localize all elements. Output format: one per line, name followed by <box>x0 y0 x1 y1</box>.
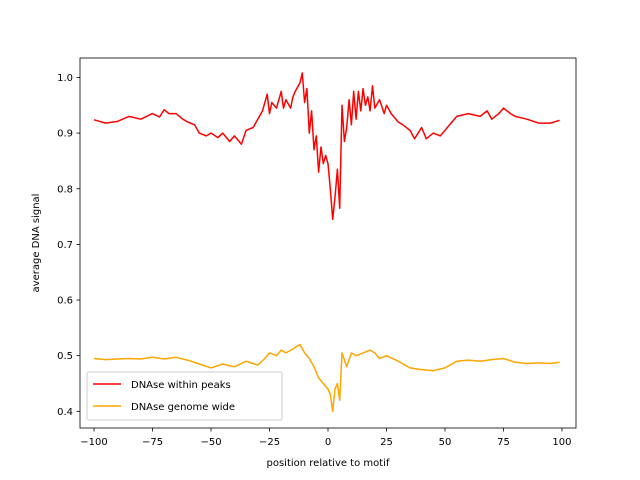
series-line-0 <box>93 72 560 221</box>
x-tick-label: 75 <box>497 437 510 448</box>
x-tick-label: −25 <box>259 437 280 448</box>
y-tick-label: 0.8 <box>57 184 73 195</box>
x-tick-label: 100 <box>552 437 571 448</box>
y-tick-label: 1.0 <box>57 73 73 84</box>
x-tick-label: −100 <box>80 437 107 448</box>
legend-label-genome-wide: DNAse genome wide <box>131 402 235 413</box>
x-axis-label: position relative to motif <box>267 458 390 469</box>
series-layer <box>93 72 560 413</box>
x-tick-label: 50 <box>439 437 452 448</box>
y-axis-ticks: 0.4 0.5 0.6 0.7 0.8 0.9 1.0 <box>57 73 80 418</box>
legend: DNAse within peaks DNAse genome wide <box>86 371 283 421</box>
y-tick-label: 0.9 <box>57 129 73 140</box>
x-tick-label: −75 <box>142 437 163 448</box>
y-tick-label: 0.5 <box>57 351 73 362</box>
y-tick-label: 0.6 <box>57 296 73 307</box>
legend-frame <box>86 371 283 421</box>
y-tick-label: 0.4 <box>57 407 73 418</box>
x-tick-label: −50 <box>200 437 221 448</box>
plot-background <box>80 58 576 428</box>
y-axis-label: average DNA signal <box>31 194 42 293</box>
series-line-1 <box>93 343 560 413</box>
x-tick-label: 25 <box>380 437 393 448</box>
y-tick-label: 0.7 <box>57 240 73 251</box>
legend-label-within-peaks: DNAse within peaks <box>131 380 231 391</box>
x-tick-label: 0 <box>325 437 331 448</box>
x-axis-ticks: −100 −75 −50 −25 0 25 50 75 100 <box>80 428 572 448</box>
